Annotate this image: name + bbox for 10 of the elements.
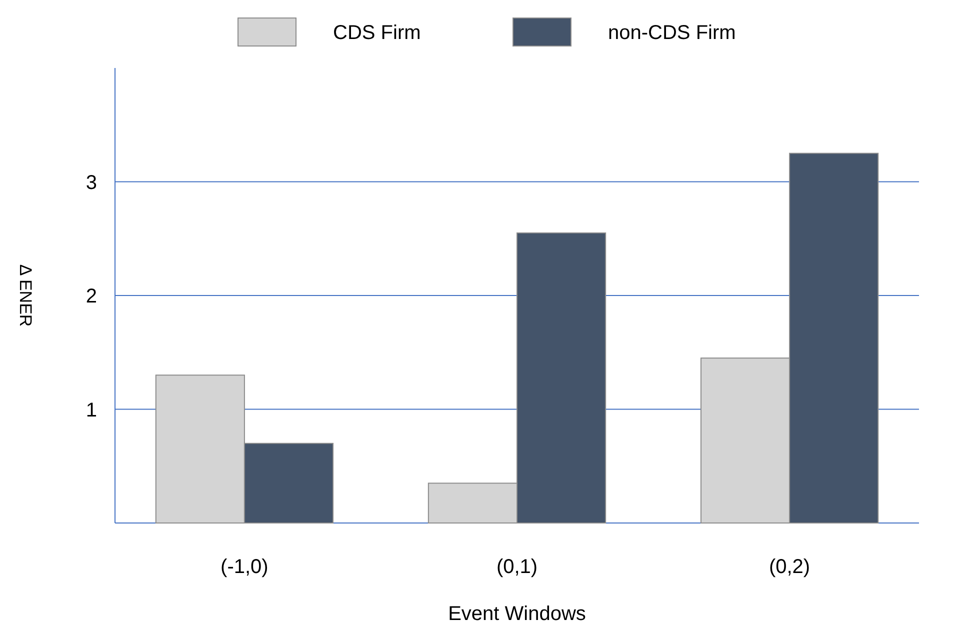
legend-label: CDS Firm — [333, 22, 421, 44]
y-tick-label: 2 — [86, 286, 97, 308]
x-tick-label: (0,1) — [496, 556, 538, 578]
y-tick-label: 3 — [86, 172, 97, 194]
y-tick-label: 1 — [86, 399, 97, 422]
x-axis-title: Event Windows — [448, 603, 586, 625]
x-tick-label: (-1,0) — [220, 556, 268, 578]
y-axis-title: Δ ENER — [16, 264, 35, 327]
legend-label: non-CDS Firm — [608, 22, 736, 44]
x-tick-label: (0,2) — [768, 556, 810, 578]
